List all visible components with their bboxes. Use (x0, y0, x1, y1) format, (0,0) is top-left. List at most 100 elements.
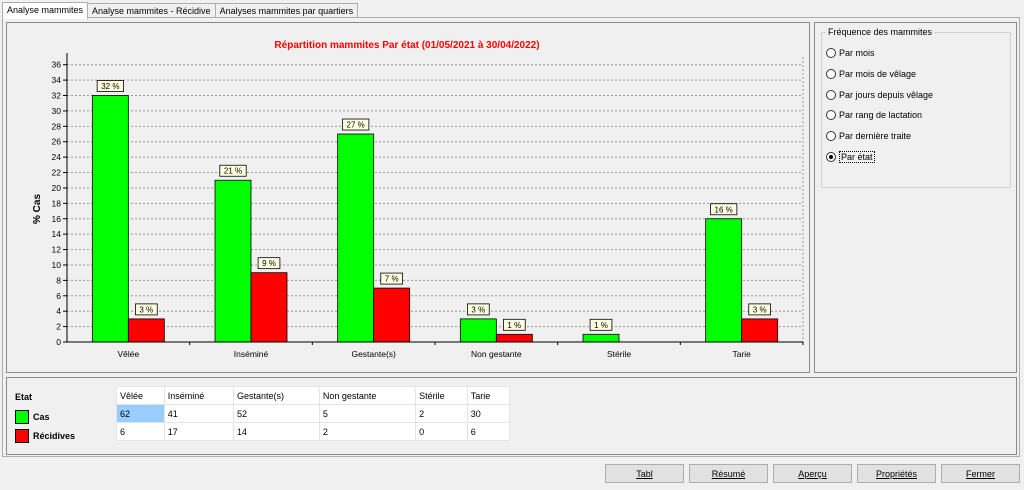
radio-par-mois[interactable]: Par mois (826, 46, 875, 60)
data-label-box (342, 118, 370, 131)
data-label: 1 % (594, 321, 608, 330)
data-label: 9 % (262, 259, 276, 268)
data-label: 3 % (139, 305, 153, 314)
data-label-box (380, 272, 403, 285)
bar-cas-insemine (214, 179, 252, 343)
table-cell[interactable]: 6 (116, 422, 165, 441)
radio-button[interactable] (826, 48, 836, 58)
bar-cas-velee (91, 95, 129, 343)
x-tick-label: Inséminé (234, 349, 269, 359)
x-tick-label: Gestante(s) (351, 349, 396, 359)
data-label: 7 % (385, 275, 399, 284)
bar-cas-sterile (582, 333, 620, 343)
radio-par-rang-lactation[interactable]: Par rang de lactation (826, 108, 922, 122)
radio-label: Par dernière traite (839, 131, 912, 141)
table-row: 62 41 52 5 2 30 (116, 404, 511, 423)
table-header-cell: Stérile (415, 386, 468, 405)
data-label-box (467, 303, 490, 316)
x-tick-label: Tarie (732, 349, 751, 359)
radio-label: Par rang de lactation (839, 110, 923, 120)
table-cell[interactable]: 2 (415, 404, 468, 423)
tabl-button[interactable]: Tabl (605, 464, 684, 483)
frequency-title: Fréquence des mammites (826, 27, 935, 37)
table-cell[interactable]: 30 (466, 404, 511, 423)
bar-recidives-gestante-s (373, 287, 411, 343)
resume-button[interactable]: Résumé (689, 464, 768, 483)
legend-label: Cas (33, 412, 50, 422)
y-tick-label: 28 (52, 121, 62, 131)
radio-label: Par état (839, 151, 875, 163)
tab-analyse-mammites[interactable]: Analyse mammites (2, 2, 89, 19)
table-cell[interactable]: 52 (232, 404, 320, 423)
y-tick-label: 32 (52, 91, 62, 101)
tab-bar: Analyse mammites Analyse mammites - Réci… (2, 2, 359, 19)
data-label: 16 % (715, 205, 733, 214)
table-header-row: Vêlée Inséminé Gestante(s) Non gestante … (116, 386, 511, 405)
legend-panel: Etat Cas Récidives Vêlée Inséminé Gestan… (6, 377, 1017, 455)
y-tick-label: 34 (52, 75, 62, 85)
table-cell[interactable]: 41 (163, 404, 234, 423)
data-label-box (219, 164, 247, 177)
y-tick-label: 16 (52, 214, 62, 224)
radio-par-jours-depuis-velage[interactable]: Par jours depuis vêlage (826, 88, 933, 102)
data-label: 3 % (471, 305, 485, 314)
radio-button[interactable] (826, 69, 836, 79)
radio-button[interactable] (826, 110, 836, 120)
frequency-group: Fréquence des mammites Par mois Par mois… (821, 27, 1011, 188)
y-tick-label: 2 (56, 322, 61, 332)
data-label: 1 % (507, 321, 521, 330)
legend-swatch-red (15, 429, 29, 443)
radio-button[interactable] (826, 90, 836, 100)
data-label-box (748, 303, 771, 316)
y-tick-label: 22 (52, 168, 62, 178)
tab-analyse-mammites-recidive[interactable]: Analyse mammites - Récidive (87, 3, 216, 18)
bar-recidives-non-gestante (495, 333, 533, 343)
radio-par-etat[interactable]: Par état (826, 150, 875, 164)
table-cell[interactable]: 17 (163, 422, 234, 441)
legend-item-recidives: Récidives (15, 429, 75, 443)
table-cell-selected[interactable]: 62 (116, 404, 165, 423)
data-label-box (710, 203, 738, 216)
table-cell[interactable]: 14 (232, 422, 320, 441)
frequency-panel: Fréquence des mammites Par mois Par mois… (814, 22, 1017, 373)
y-tick-label: 10 (52, 260, 62, 270)
y-tick-label: 26 (52, 137, 62, 147)
x-tick-label: Non gestante (471, 349, 522, 359)
table-cell[interactable]: 5 (318, 404, 417, 423)
y-tick-label: 20 (52, 183, 62, 193)
legend-label: Récidives (33, 431, 76, 441)
y-tick-label: 6 (56, 291, 61, 301)
apercu-button[interactable]: Aperçu (773, 464, 852, 483)
radio-button-checked[interactable] (826, 152, 836, 162)
bar-recidives-insemine (250, 272, 288, 343)
fermer-button[interactable]: Fermer (941, 464, 1020, 483)
y-tick-label: 18 (52, 198, 62, 208)
x-tick-label: Vêlée (117, 349, 139, 359)
table-header-cell: Tarie (466, 386, 511, 405)
data-label-box (503, 318, 526, 331)
table-header-cell: Inséminé (163, 386, 234, 405)
tab-analyses-par-quartiers[interactable]: Analyses mammites par quartiers (214, 3, 359, 18)
data-label-box (589, 318, 613, 331)
radio-par-mois-velage[interactable]: Par mois de vêlage (826, 67, 916, 81)
data-label-box (135, 303, 158, 316)
table-header-cell: Vêlée (116, 386, 165, 405)
y-tick-label: 36 (52, 60, 62, 70)
radio-label: Par jours depuis vêlage (839, 90, 934, 100)
table-cell[interactable]: 0 (415, 422, 468, 441)
table-cell[interactable]: 2 (318, 422, 417, 441)
bar-recidives-tarie (741, 318, 779, 343)
y-axis-label: % Cas (32, 194, 43, 224)
proprietes-button[interactable]: Propriétés (857, 464, 936, 483)
y-tick-label: 14 (52, 229, 62, 239)
radio-button[interactable] (826, 131, 836, 141)
data-table: Vêlée Inséminé Gestante(s) Non gestante … (116, 386, 511, 441)
bar-recidives-velee (127, 318, 165, 343)
table-cell[interactable]: 6 (466, 422, 511, 441)
bar-cas-gestante-s (337, 133, 375, 343)
y-tick-label: 0 (56, 337, 61, 347)
bar-chart: Répartition mammites Par état (01/05/202… (32, 40, 804, 359)
legend-swatch-green (15, 410, 29, 424)
radio-par-derniere-traite[interactable]: Par dernière traite (826, 129, 911, 143)
table-header-cell: Non gestante (318, 386, 417, 405)
